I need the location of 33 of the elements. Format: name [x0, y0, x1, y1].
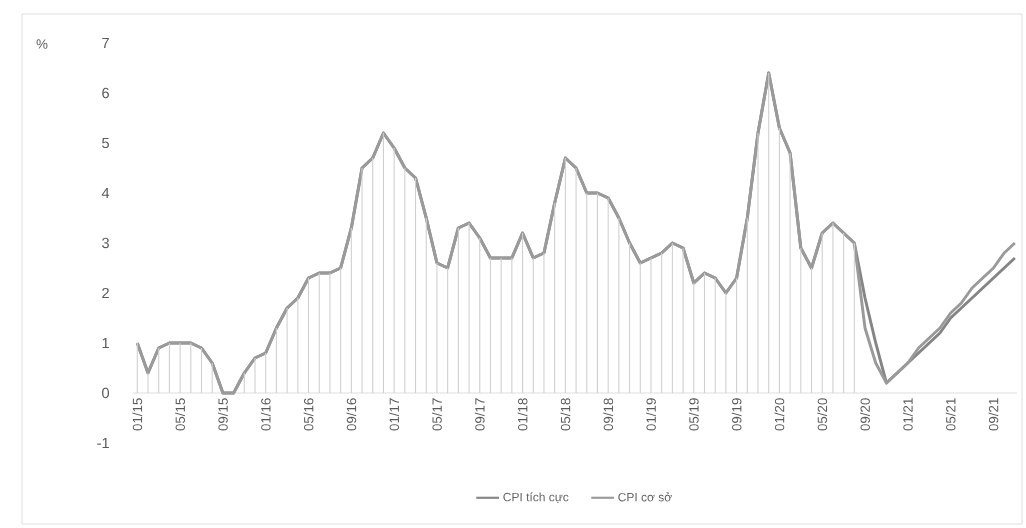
x-tick-label: 01/19 [646, 398, 656, 431]
x-tick-label: 01/21 [902, 398, 913, 431]
x-tick-label: 01/15 [132, 398, 143, 431]
x-tick-label: 05/16 [303, 398, 314, 431]
x-tick-label: 01/17 [389, 398, 400, 431]
x-tick-label: 01/18 [517, 398, 528, 431]
y-tick-label: 4 [101, 187, 110, 199]
x-tick-label: 05/21 [945, 398, 956, 431]
x-tick-label: 09/17 [474, 398, 485, 431]
y-tick-label: 3 [102, 237, 109, 249]
x-tick-label: 01/20 [774, 398, 785, 431]
x-tick-label: 05/19 [688, 398, 699, 431]
legend-label: CPI tích cực [503, 492, 569, 504]
y-tick-label: -1 [97, 437, 109, 449]
x-tick-label: 05/17 [432, 398, 442, 431]
x-tick-label: 05/18 [560, 398, 571, 431]
legend-label: CPI cơ sở [618, 492, 672, 502]
x-tick-label: 09/20 [860, 398, 870, 431]
y-tick-label: 6 [102, 87, 109, 99]
x-tick-label: 05/20 [817, 398, 828, 431]
x-tick-label: 09/19 [731, 398, 742, 431]
x-tick-label: 09/15 [218, 398, 228, 431]
y-tick-label: 7 [102, 37, 109, 49]
y-tick-label: 2 [102, 287, 109, 299]
x-tick-label: 05/15 [175, 398, 185, 431]
x-tick-label: 09/18 [603, 398, 614, 431]
y-axis-title: % [36, 39, 48, 49]
x-tick-label: 09/16 [346, 398, 357, 431]
y-tick-label: 1 [102, 337, 109, 349]
y-tick-label: 5 [102, 137, 109, 149]
x-tick-label: 09/21 [988, 398, 999, 431]
x-tick-label: 01/16 [260, 398, 271, 431]
y-tick-label: 0 [102, 387, 110, 399]
